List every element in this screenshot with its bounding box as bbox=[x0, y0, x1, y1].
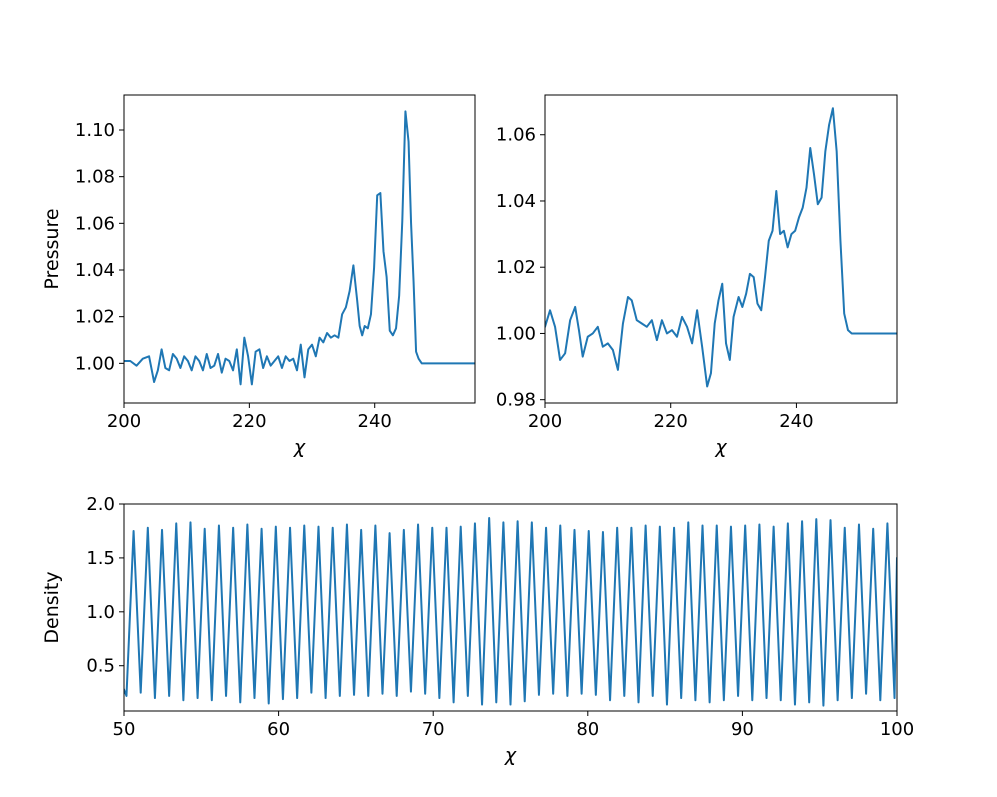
top-right-xtick-label: 200 bbox=[528, 411, 562, 432]
pressure-plot-left: 200 220 240 1.00 1.02 1.04 1.06 1.08 1.10 χ Pressu… bbox=[41, 94, 476, 458]
top-right-axes-frame bbox=[544, 94, 898, 404]
top-left-y-axis-label: Pressure bbox=[41, 208, 63, 289]
top-left-ytick-label: 1.00 bbox=[75, 353, 115, 374]
top-left-xtick-label: 220 bbox=[232, 411, 266, 432]
bottom-xtick-label: 70 bbox=[422, 719, 445, 740]
top-right-ytick-label: 1.00 bbox=[496, 323, 536, 344]
bottom-xtick-label: 50 bbox=[113, 719, 136, 740]
top-right-xtick-label: 240 bbox=[779, 411, 813, 432]
bottom-ytick-label: 0.5 bbox=[86, 656, 115, 677]
top-right-x-axis-label: χ bbox=[714, 436, 727, 458]
top-left-ytick-label: 1.06 bbox=[75, 213, 115, 234]
bottom-xtick-label: 80 bbox=[576, 719, 599, 740]
top-left-ytick-label: 1.10 bbox=[75, 120, 115, 141]
bottom-ytick-label: 1.0 bbox=[86, 602, 115, 623]
top-left-series-line-0 bbox=[124, 110, 475, 386]
top-right-ytick-label: 1.06 bbox=[496, 125, 536, 146]
bottom-ytick-label: 2.0 bbox=[86, 494, 115, 515]
top-left-x-axis-label: χ bbox=[293, 436, 306, 458]
bottom-axes-frame bbox=[123, 503, 898, 712]
top-right-ytick-label: 1.02 bbox=[496, 257, 536, 278]
top-left-ytick-label: 1.08 bbox=[75, 167, 115, 188]
top-left-ytick-label: 1.02 bbox=[75, 307, 115, 328]
top-right-ytick-label: 1.04 bbox=[496, 191, 536, 212]
top-left-axes-frame bbox=[123, 94, 476, 404]
density-plot: 50 60 70 80 90 100 0.5 1.0 1.5 2.0 χ Density bbox=[41, 494, 914, 766]
bottom-xtick-label: 90 bbox=[731, 719, 754, 740]
top-left-xtick-label: 240 bbox=[358, 411, 392, 432]
bottom-x-axis-label: χ bbox=[504, 744, 517, 766]
top-right-ytick-label: 0.98 bbox=[496, 390, 536, 411]
top-left-ytick-label: 1.04 bbox=[75, 260, 115, 281]
bottom-y-axis-label: Density bbox=[41, 571, 63, 643]
bottom-xtick-label: 100 bbox=[880, 719, 914, 740]
bottom-xtick-label: 60 bbox=[267, 719, 290, 740]
bottom-ytick-label: 1.5 bbox=[86, 548, 115, 569]
top-right-series-line-0 bbox=[545, 107, 897, 388]
top-right-xtick-label: 220 bbox=[654, 411, 688, 432]
bottom-series-line-0 bbox=[124, 517, 897, 707]
pressure-plot-right: 200 220 240 0.98 1.00 1.02 1.04 1.06 χ bbox=[496, 94, 898, 458]
top-left-xtick-label: 200 bbox=[107, 411, 141, 432]
